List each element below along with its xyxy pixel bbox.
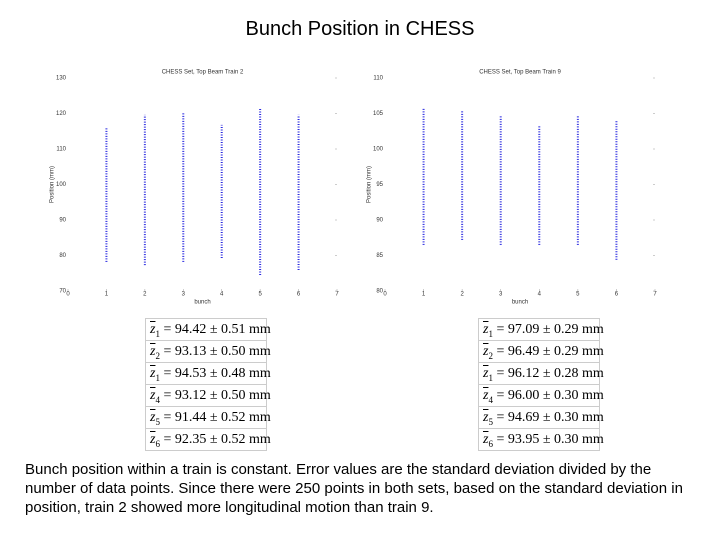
x-tick-label: 2 <box>460 292 464 298</box>
subscript: 6 <box>488 438 493 449</box>
variable: z <box>150 366 156 381</box>
variable: z <box>150 410 156 425</box>
equation-value: = 94.42 ± 0.51 mm <box>163 322 271 337</box>
equation: z2 = 96.49 ± 0.29 mm <box>478 341 604 363</box>
y-tick-label: 120 <box>56 111 67 117</box>
x-axis-label: bunch <box>512 300 528 306</box>
subscript: 2 <box>488 350 493 361</box>
variable: z <box>483 366 489 381</box>
equation: z6 = 92.35 ± 0.52 mm <box>145 429 271 451</box>
equation-list: z1 = 94.42 ± 0.51 mm z2 = 93.13 ± 0.50 mm… <box>145 318 271 451</box>
x-tick-label: 1 <box>105 292 109 298</box>
variable: z <box>483 388 489 403</box>
variable: z <box>483 432 489 447</box>
y-tick-label: 110 <box>56 147 66 153</box>
equation-value: = 93.12 ± 0.50 mm <box>163 388 271 403</box>
equation: z5 = 91.44 ± 0.52 mm <box>145 407 271 429</box>
y-tick-label: 105 <box>373 111 384 117</box>
slide-title: Bunch Position in CHESS <box>245 18 475 40</box>
subscript: 4 <box>488 394 493 405</box>
variable: z <box>150 322 156 337</box>
subscript: 6 <box>155 438 160 449</box>
subscript: 4 <box>155 394 160 405</box>
equation: z1 = 94.53 ± 0.48 mm <box>145 363 271 385</box>
x-tick-label: 3 <box>182 292 186 298</box>
x-tick-label: 6 <box>297 292 301 298</box>
equation: z1 = 97.09 ± 0.29 mm <box>478 318 604 341</box>
y-tick-label: 95 <box>376 182 383 188</box>
y-tick-label: 110 <box>373 76 383 82</box>
y-axis-label: Position (mm) <box>50 166 56 203</box>
variable: z <box>483 344 489 359</box>
equation: z2 = 93.13 ± 0.50 mm <box>145 341 271 363</box>
y-tick-label: 80 <box>376 289 383 295</box>
y-tick-label: 130 <box>56 76 67 82</box>
y-tick-label: 100 <box>56 182 67 188</box>
variable: z <box>483 410 489 425</box>
x-tick-label: 4 <box>220 292 224 298</box>
subscript: 5 <box>488 416 493 427</box>
equation-value: = 97.09 ± 0.29 mm <box>496 322 604 337</box>
equation-list: z1 = 97.09 ± 0.29 mm z2 = 96.49 ± 0.29 mm… <box>478 318 604 451</box>
subscript: 1 <box>488 372 493 383</box>
variable: z <box>150 432 156 447</box>
equation-value: = 94.69 ± 0.30 mm <box>496 410 604 425</box>
x-tick-label: 7 <box>335 292 339 298</box>
x-tick-label: 6 <box>615 292 619 298</box>
y-tick-label: 80 <box>59 253 66 259</box>
x-tick-label: 7 <box>653 292 657 298</box>
equation: z4 = 96.00 ± 0.30 mm <box>478 385 604 407</box>
y-tick-label: 100 <box>373 147 384 153</box>
equation-value: = 91.44 ± 0.52 mm <box>163 410 271 425</box>
x-tick-label: 4 <box>538 292 542 298</box>
caption: Bunch position within a train is constan… <box>25 461 683 516</box>
subscript: 1 <box>488 328 493 339</box>
y-tick-label: 70 <box>59 289 66 295</box>
variable: z <box>483 322 489 337</box>
equation-value: = 96.12 ± 0.28 mm <box>496 366 604 381</box>
chart-title: CHESS Set, Top Beam Train 9 <box>479 70 561 76</box>
y-tick-label: 90 <box>376 218 383 224</box>
chart-title: CHESS Set, Top Beam Train 2 <box>162 70 244 76</box>
x-tick-label: 1 <box>422 292 426 298</box>
subscript: 2 <box>155 350 160 361</box>
x-tick-label: 3 <box>499 292 503 298</box>
y-axis-label: Position (mm) <box>367 166 373 203</box>
x-tick-label: 0 <box>383 292 387 298</box>
x-tick-label: 5 <box>258 292 262 298</box>
equation: z1 = 94.42 ± 0.51 mm <box>145 318 271 341</box>
equation-value: = 93.13 ± 0.50 mm <box>163 344 271 359</box>
equation-value: = 96.49 ± 0.29 mm <box>496 344 604 359</box>
x-tick-label: 2 <box>143 292 147 298</box>
y-tick-label: 85 <box>376 253 383 259</box>
equation-value: = 94.53 ± 0.48 mm <box>163 366 271 381</box>
equation: z5 = 94.69 ± 0.30 mm <box>478 407 604 429</box>
equation: z1 = 96.12 ± 0.28 mm <box>478 363 604 385</box>
variable: z <box>150 388 156 403</box>
x-tick-label: 0 <box>66 292 70 298</box>
variable: z <box>150 344 156 359</box>
equation-value: = 93.95 ± 0.30 mm <box>496 432 604 447</box>
equation: z6 = 93.95 ± 0.30 mm <box>478 429 604 451</box>
x-tick-label: 5 <box>576 292 580 298</box>
subscript: 5 <box>155 416 160 427</box>
equation: z4 = 93.12 ± 0.50 mm <box>145 385 271 407</box>
x-axis-label: bunch <box>194 300 210 306</box>
y-tick-label: 90 <box>59 218 66 224</box>
subscript: 1 <box>155 372 160 383</box>
subscript: 1 <box>155 328 160 339</box>
equation-value: = 96.00 ± 0.30 mm <box>496 388 604 403</box>
equation-value: = 92.35 ± 0.52 mm <box>163 432 271 447</box>
